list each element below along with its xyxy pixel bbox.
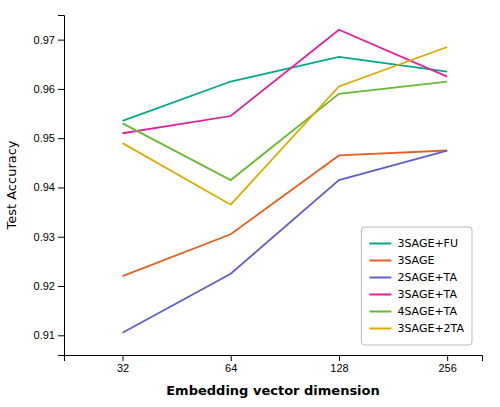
- series-line: [123, 30, 448, 133]
- legend: 3SAGE+FU 3SAGE 2SAGE+TA 3SAGE+TA 4SAGE+TA 3SA…: [361, 227, 472, 345]
- legend-item: 3SAGE: [369, 254, 434, 267]
- y-tick: 0.95: [34, 132, 64, 144]
- y-tick-label: 0.95: [34, 132, 55, 144]
- y-tick-mark: [58, 187, 64, 188]
- legend-item: 3SAGE+FU: [369, 237, 458, 250]
- x-tick-mark: [231, 355, 232, 361]
- y-tick-label: 0.92: [34, 280, 55, 292]
- legend-swatch: [369, 260, 391, 262]
- y-tick: 0.91: [34, 329, 64, 341]
- legend-item: 2SAGE+TA: [369, 271, 457, 284]
- legend-item: 4SAGE+TA: [369, 305, 457, 318]
- y-tick: 0.93: [34, 231, 64, 243]
- legend-swatch: [369, 277, 391, 279]
- x-tick: 64: [225, 355, 237, 374]
- x-axis-title: Embedding vector dimension: [166, 383, 380, 398]
- y-axis-title: Test Accuracy: [4, 140, 19, 230]
- series-line: [123, 57, 448, 121]
- legend-swatch: [369, 243, 391, 245]
- y-axis: 0.91 0.92 0.93 0.94 0.95 0.96 0.97: [34, 16, 65, 356]
- x-tick-label: 128: [330, 362, 348, 374]
- legend-label: 3SAGE+TA: [397, 288, 457, 301]
- x-tick-label: 256: [438, 362, 456, 374]
- y-tick-label: 0.93: [34, 231, 55, 243]
- series-line: [123, 151, 448, 277]
- x-tick-mark: [123, 355, 124, 361]
- plot: 32 64 128 256 0.91 0.92 0.93 0.94 0.95 0.96 0.97 3S…: [34, 16, 483, 374]
- legend-label: 4SAGE+TA: [397, 305, 457, 318]
- x-tick-label: 64: [225, 362, 237, 374]
- legend-box: [361, 227, 472, 345]
- x-tick: 128: [330, 355, 348, 374]
- y-tick-label: 0.94: [34, 181, 55, 193]
- legend-label: 3SAGE+2TA: [397, 322, 464, 335]
- x-tick-mark: [339, 355, 340, 361]
- y-tick-label: 0.91: [34, 329, 55, 341]
- y-tick: 0.94: [34, 181, 64, 193]
- x-tick-label: 32: [117, 362, 129, 374]
- y-tick-mark: [58, 89, 64, 90]
- legend-item: 3SAGE+2TA: [369, 322, 464, 335]
- y-tick-mark: [58, 335, 64, 336]
- legend-swatch: [369, 294, 391, 296]
- y-tick: 0.92: [34, 280, 64, 292]
- series-line: [123, 47, 448, 205]
- y-axis-line: [58, 16, 65, 356]
- legend-label: 2SAGE+TA: [397, 271, 457, 284]
- y-tick: 0.97: [34, 34, 64, 46]
- y-tick: 0.96: [34, 83, 64, 95]
- x-axis: 32 64 128 256: [65, 355, 483, 374]
- chart: 32 64 128 256 0.91 0.92 0.93 0.94 0.95 0.96 0.97 3S…: [0, 0, 500, 407]
- legend-label: 3SAGE: [397, 254, 434, 267]
- legend-swatch: [369, 311, 391, 313]
- legend-swatch: [369, 328, 391, 330]
- legend-item: 3SAGE+TA: [369, 288, 457, 301]
- legend-label: 3SAGE+FU: [397, 237, 458, 250]
- y-tick-mark: [58, 40, 64, 41]
- x-tick: 256: [438, 355, 456, 374]
- x-tick: 32: [117, 355, 129, 374]
- x-tick-mark: [447, 355, 448, 361]
- series-line: [123, 82, 448, 181]
- y-tick-label: 0.96: [34, 83, 55, 95]
- y-tick-label: 0.97: [34, 34, 55, 46]
- y-tick-mark: [58, 286, 64, 287]
- y-tick-mark: [58, 138, 64, 139]
- y-tick-mark: [58, 237, 64, 238]
- x-axis-line: [65, 356, 483, 362]
